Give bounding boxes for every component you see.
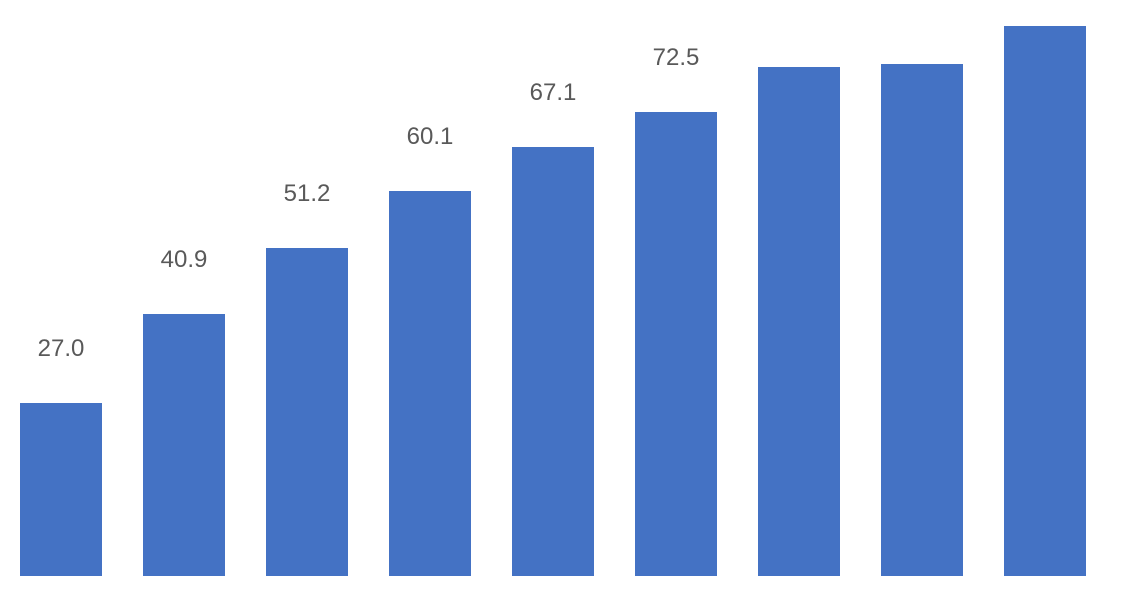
- bar: [1004, 26, 1086, 576]
- bar: [266, 248, 348, 576]
- bar: [20, 403, 102, 576]
- bar-value-label: 51.2: [284, 180, 331, 208]
- bar: [389, 191, 471, 576]
- bar-value-label: 72.5: [653, 44, 700, 72]
- bar: [143, 314, 225, 576]
- bar-value-label: 60.1: [407, 123, 454, 151]
- bar: [881, 64, 963, 576]
- bar: [512, 147, 594, 576]
- bar-value-label: 27.0: [38, 335, 85, 363]
- bar-chart: 27.0 40.9 51.2 60.1 67.1 72.5: [0, 0, 1128, 591]
- plot-area: 27.0 40.9 51.2 60.1 67.1 72.5: [0, 0, 1128, 576]
- bar: [635, 112, 717, 576]
- bar-value-label: 67.1: [530, 79, 577, 107]
- bar: [758, 67, 840, 576]
- bar-value-label: 40.9: [161, 246, 208, 274]
